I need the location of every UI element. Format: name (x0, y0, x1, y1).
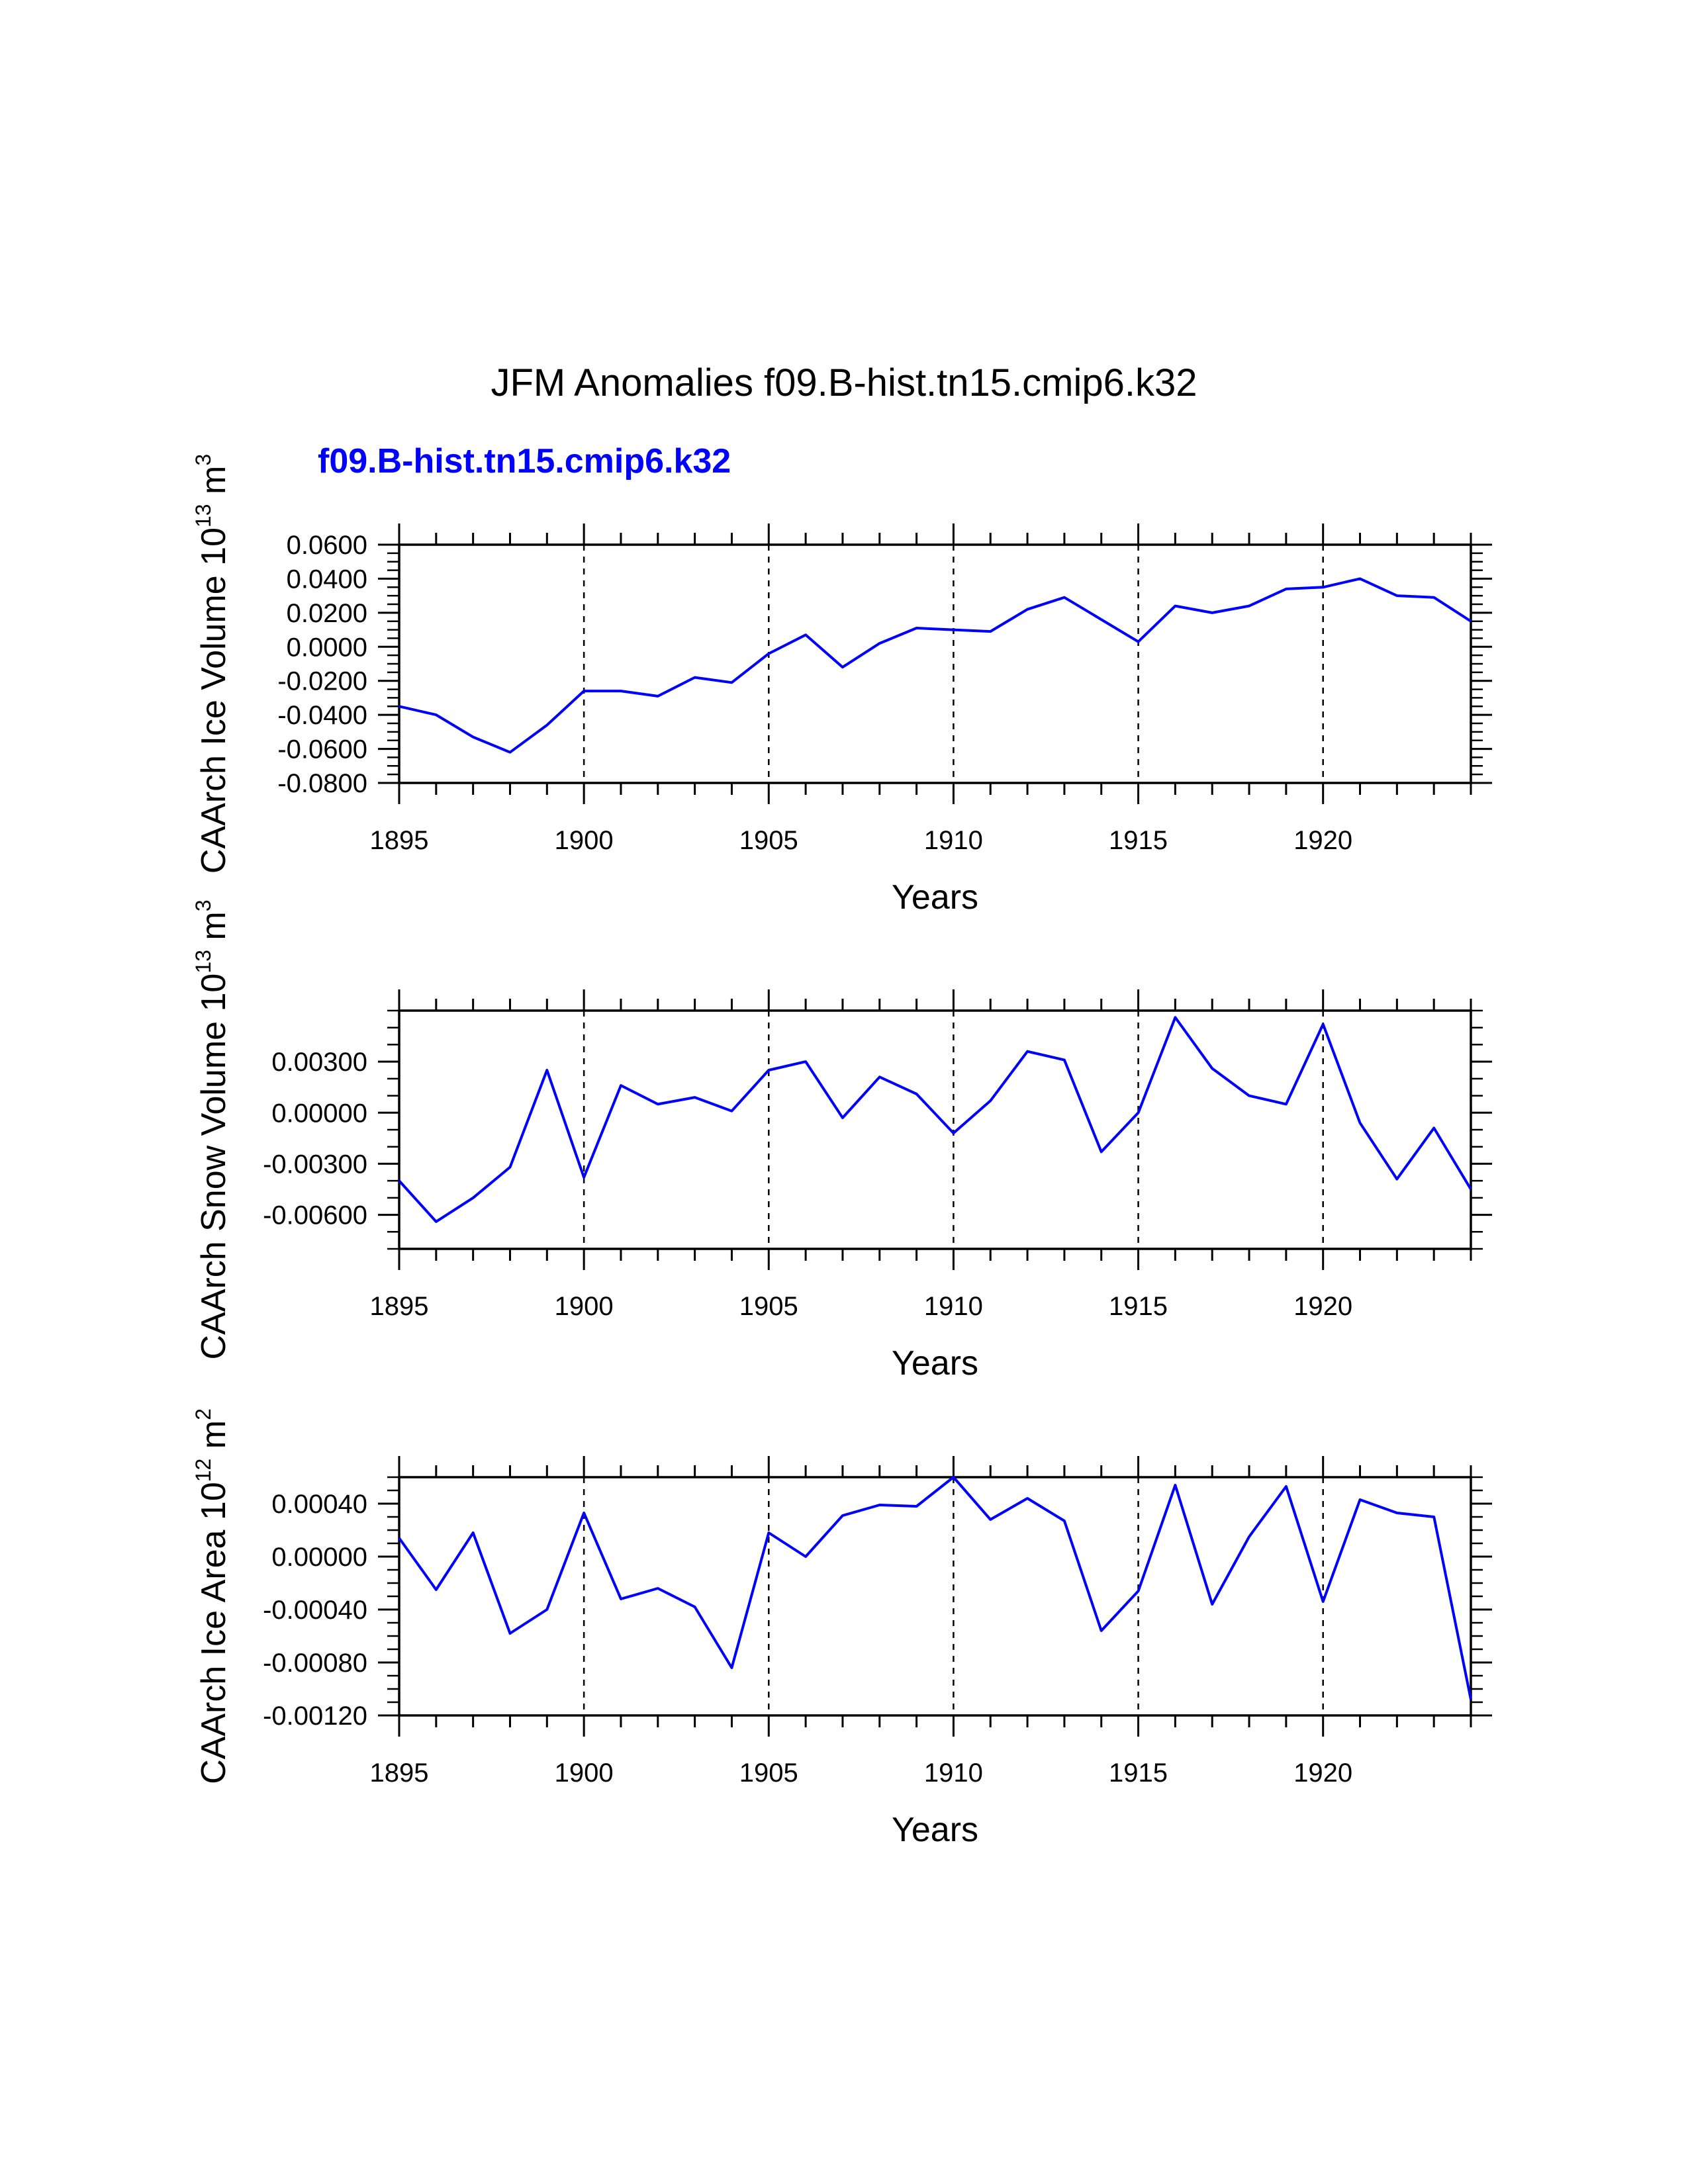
chart-2-y-tick-label: 0.00300 (271, 1048, 367, 1077)
chart-2-series-line (398, 1016, 1472, 1223)
chart-2-y-tick-label: -0.00300 (263, 1150, 367, 1179)
chart-1-y-tick-label: 0.0400 (287, 565, 367, 594)
chart-1-y-tick-label: 0.0200 (287, 599, 367, 628)
chart-3-x-tick-label: 1900 (555, 1758, 614, 1788)
chart-2-x-tick-label: 1920 (1293, 1292, 1352, 1321)
chart-3-series-line (398, 1476, 1472, 1700)
chart-1-y-tick-label: 0.0600 (287, 531, 367, 560)
chart-2-x-axis-label: Years (892, 1344, 978, 1383)
chart-panel-3: 1895 1900 1905 1910 1915 1920 Years 0.00040 0.00… (191, 1408, 1492, 1849)
chart-2-x-tick-label: 1910 (924, 1292, 983, 1321)
chart-3-x-tick-label: 1905 (739, 1758, 798, 1788)
chart-3-y-tick-label: -0.00040 (263, 1596, 367, 1625)
chart-3-frame (398, 1476, 1472, 1717)
chart-2-y-tick-label: 0.00000 (271, 1099, 367, 1128)
chart-1-y-tick-label: -0.0800 (277, 769, 367, 798)
chart-2-frame (398, 1009, 1472, 1250)
chart-1-y-axis-label: CAArch Ice Volume 1013 m3 (191, 454, 233, 874)
chart-1-x-tick-label: 1900 (555, 826, 614, 855)
chart-1-x-tick-label: 1915 (1109, 826, 1168, 855)
chart-1-frame (398, 543, 1472, 784)
chart-3-y-tick-label: 0.00000 (271, 1543, 367, 1572)
chart-3-x-tick-label: 1895 (370, 1758, 429, 1788)
chart-3-x-tick-label: 1910 (924, 1758, 983, 1788)
chart-3-y-tick-label: -0.00120 (263, 1702, 367, 1731)
chart-1-y-tick-label: -0.0600 (277, 735, 367, 764)
chart-1-x-tick-label: 1905 (739, 826, 798, 855)
chart-1-series-line (399, 577, 1472, 754)
chart-3-x-axis-label: Years (892, 1811, 978, 1849)
chart-2-x-tick-label: 1905 (739, 1292, 798, 1321)
chart-2-x-tick-label: 1900 (555, 1292, 614, 1321)
chart-2-y-tick-label: -0.00600 (263, 1201, 367, 1230)
chart-2-x-tick-label: 1915 (1109, 1292, 1168, 1321)
chart-1-x-axis-label: Years (892, 878, 978, 917)
chart-1-x-tick-label: 1920 (1293, 826, 1352, 855)
chart-3-y-tick-label: -0.00080 (263, 1649, 367, 1678)
chart-1-y-tick-label: -0.0400 (277, 701, 367, 730)
chart-panels: 1895 1900 1905 1910 1915 1920 Years 0.0600 0.040… (191, 454, 1492, 1849)
chart-title: JFM Anomalies f09.B-hist.tn15.cmip6.k32 (491, 361, 1197, 404)
chart-1-y-tick-label: 0.0000 (287, 633, 367, 662)
chart-2-y-axis-label: CAArch Snow Volume 1013 m3 (191, 899, 233, 1359)
chart-1-x-tick-label: 1895 (370, 826, 429, 855)
chart-panel-2: 1895 1900 1905 1910 1915 1920 Years 0.00300 0.00… (191, 899, 1492, 1383)
chart-3-x-tick-label: 1915 (1109, 1758, 1168, 1788)
chart-2-x-tick-label: 1895 (370, 1292, 429, 1321)
chart-1-x-tick-label: 1910 (924, 826, 983, 855)
chart-panel-1: 1895 1900 1905 1910 1915 1920 Years 0.0600 0.040… (191, 454, 1492, 917)
chart-3-x-tick-label: 1920 (1293, 1758, 1352, 1788)
chart-3-y-axis-label: CAArch Ice Area 1012 m2 (191, 1408, 233, 1784)
chart-1-y-tick-label: -0.0200 (277, 667, 367, 696)
chart-subtitle: f09.B-hist.tn15.cmip6.k32 (318, 442, 731, 480)
chart-3-y-tick-label: 0.00040 (271, 1490, 367, 1519)
